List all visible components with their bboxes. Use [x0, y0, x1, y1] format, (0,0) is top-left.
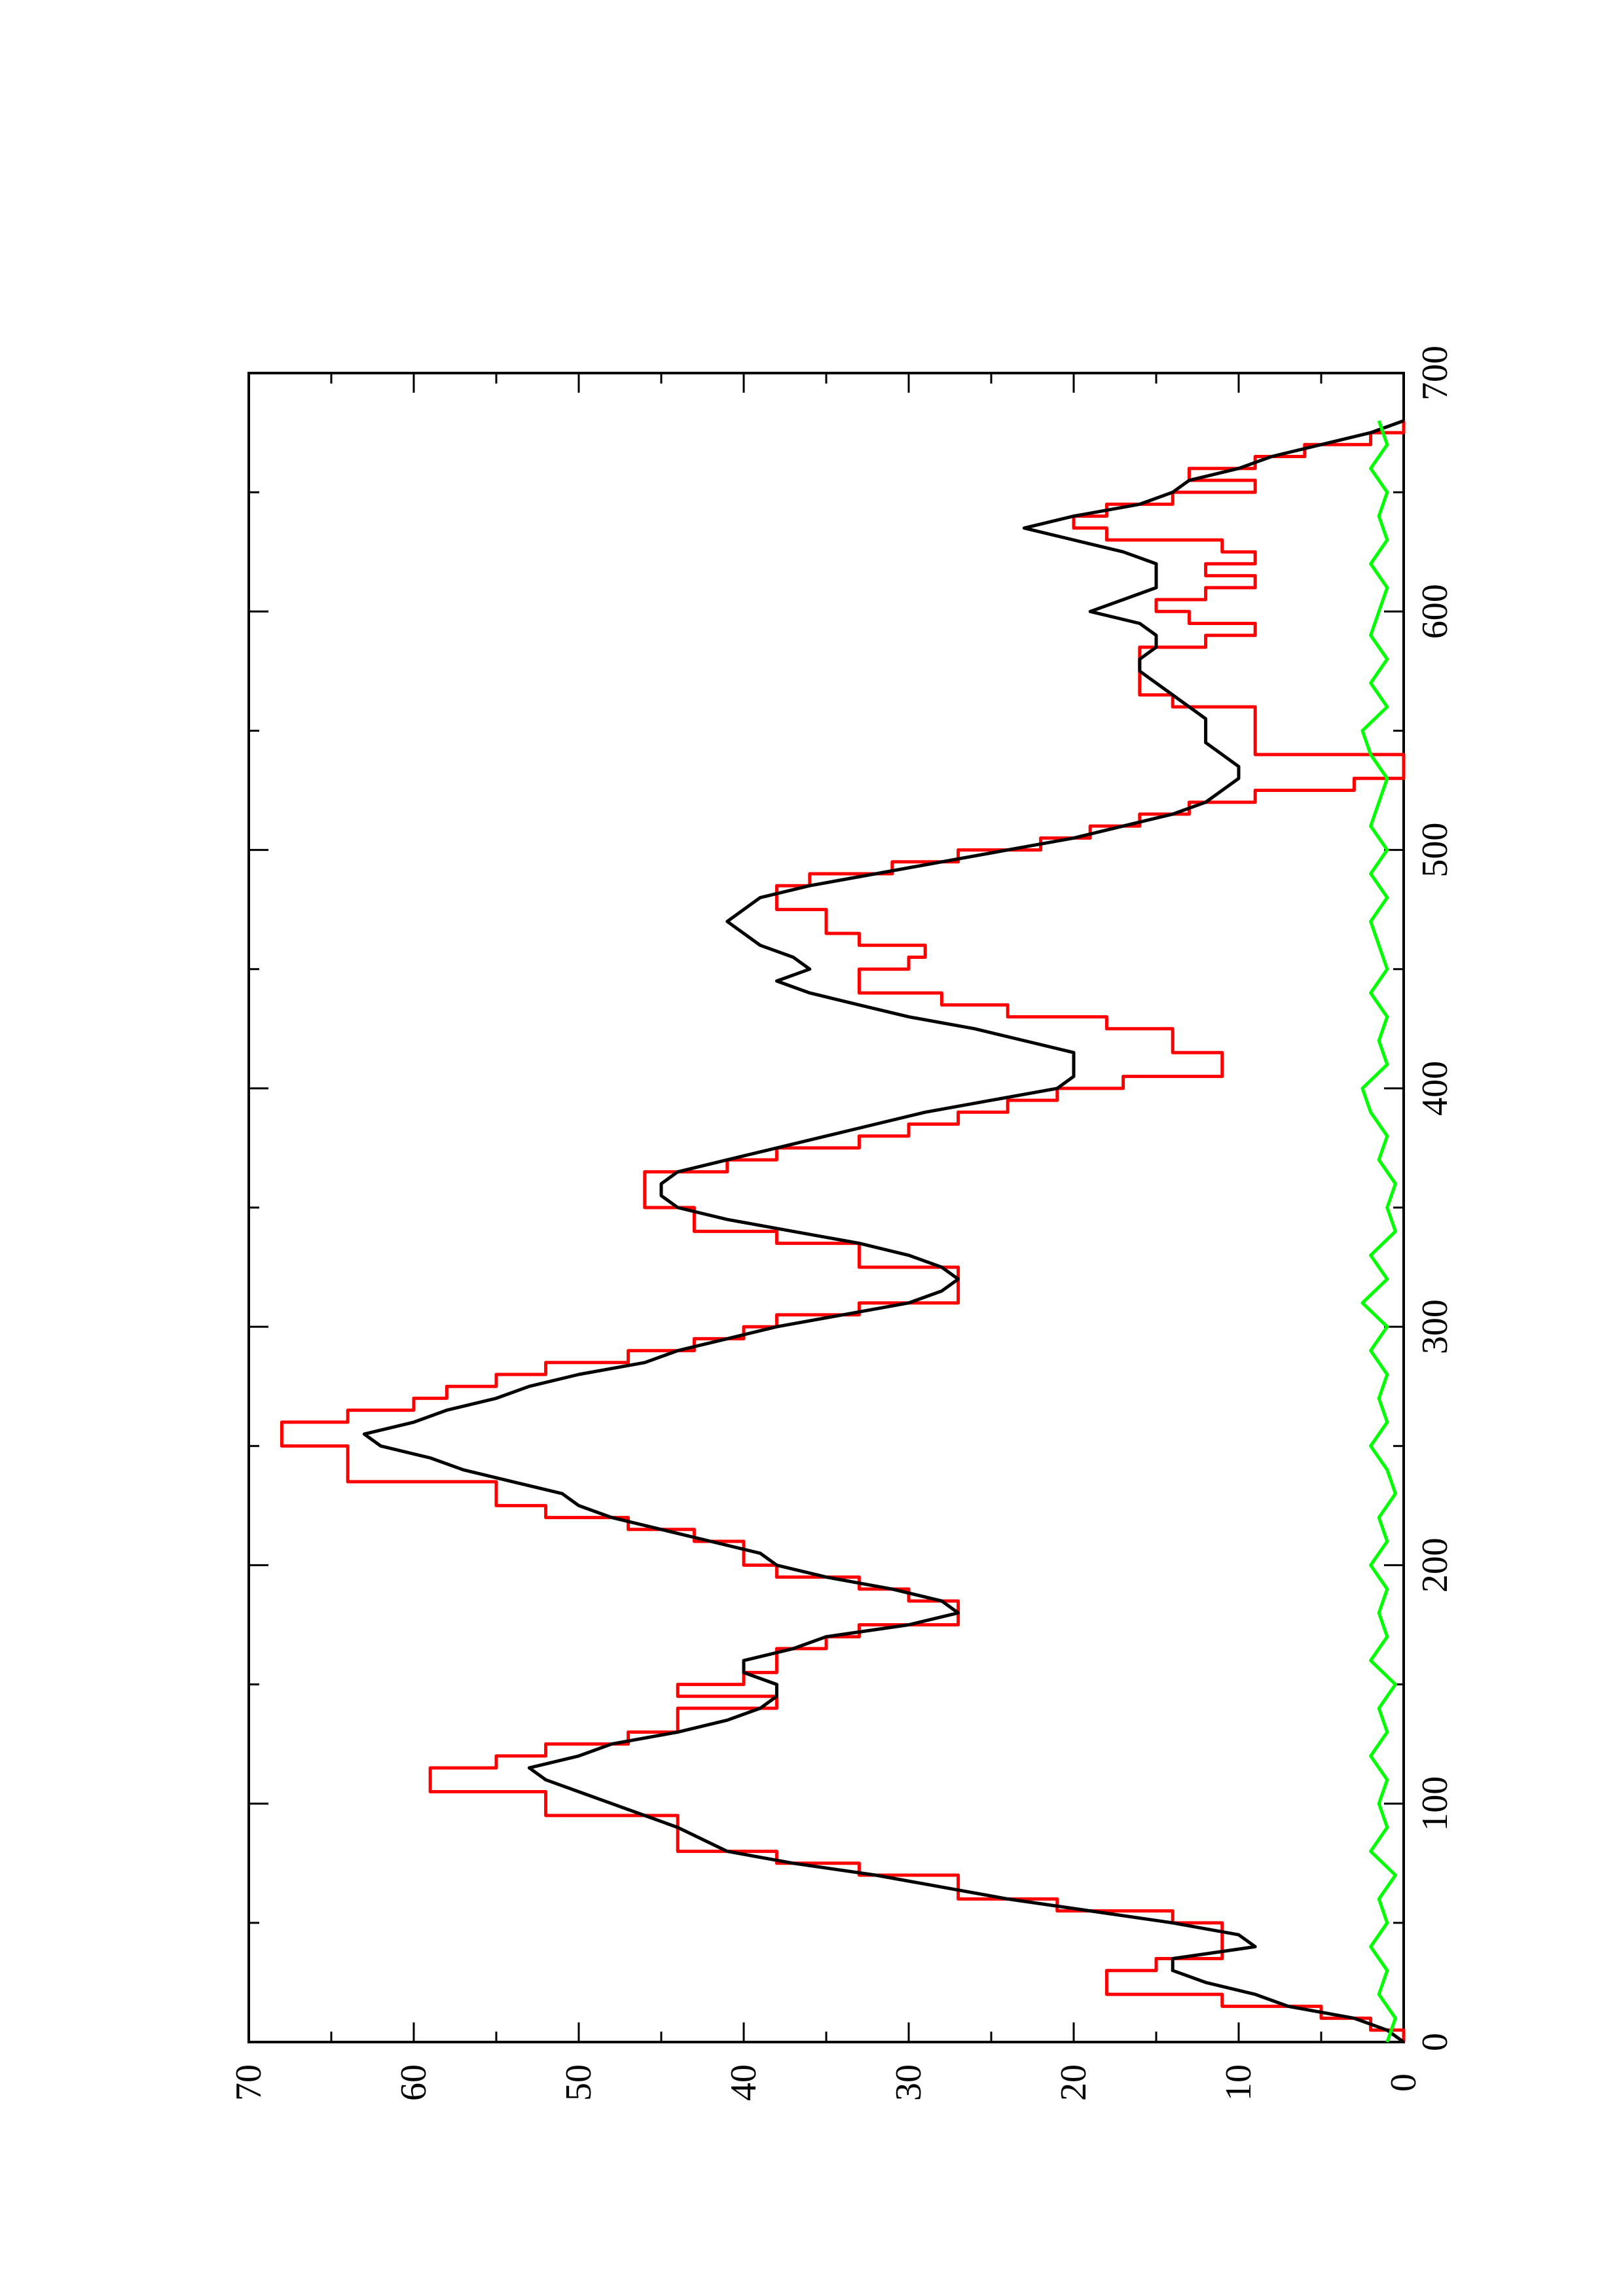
x-tick-label: 600: [1415, 584, 1455, 639]
series-group: [280, 419, 1406, 2044]
y-tick-label: 40: [723, 2064, 764, 2101]
x-tick-label: 0: [1415, 2033, 1455, 2051]
x-tick-label: 200: [1415, 1537, 1455, 1592]
y-tick-label: 50: [558, 2064, 599, 2101]
x-tick-label: 700: [1415, 346, 1455, 401]
x-tick-label: 400: [1415, 1061, 1455, 1116]
x-tick-label: 300: [1415, 1299, 1455, 1354]
axis-ticks: [247, 372, 1405, 2043]
series-line-1: [362, 419, 1405, 2044]
y-tick-label: 20: [1053, 2064, 1094, 2101]
series-line-0: [280, 420, 1406, 2042]
y-tick-label: 10: [1218, 2064, 1259, 2101]
y-tick-label: 60: [393, 2064, 434, 2101]
y-tick-label: 30: [888, 2064, 929, 2101]
x-tick-label: 100: [1415, 1776, 1455, 1831]
axis-tick-labels: 0 100 200 300 400 500 600 700 0 10 20 30 40 50 60 70: [228, 346, 1455, 2101]
x-tick-label: 500: [1415, 823, 1455, 878]
y-tick-label: 70: [228, 2064, 269, 2101]
series-line-2: [1360, 420, 1397, 2043]
y-tick-label: 0: [1383, 2073, 1424, 2092]
